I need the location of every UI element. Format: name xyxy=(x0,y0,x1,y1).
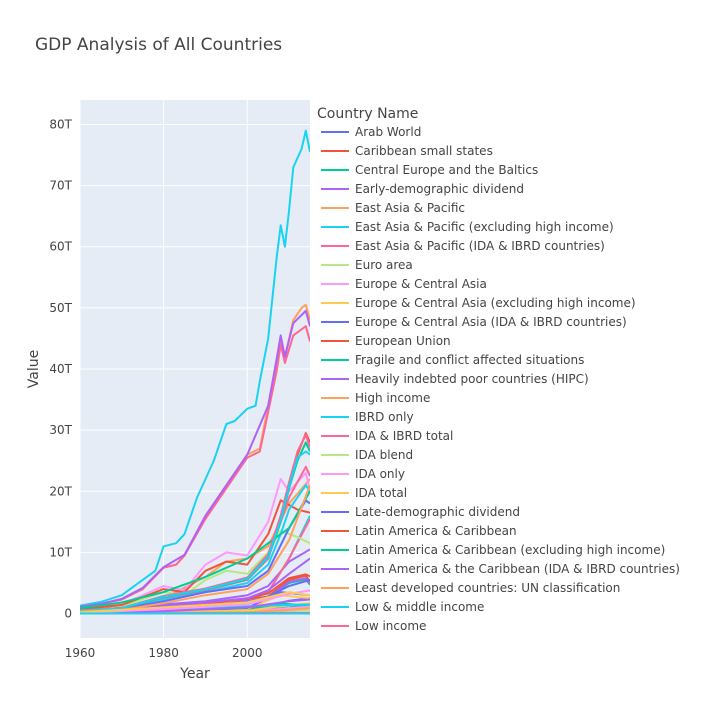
y-tick-label: 20T xyxy=(49,484,72,498)
y-tick-label: 30T xyxy=(49,423,72,437)
legend-item[interactable]: East Asia & Pacific (IDA & IBRD countrie… xyxy=(321,239,605,253)
series-line-39 xyxy=(80,598,310,615)
legend-title: Country Name xyxy=(317,106,418,122)
legend-label: East Asia & Pacific (excluding high inco… xyxy=(355,220,614,234)
legend-item[interactable]: IDA blend xyxy=(321,448,413,462)
y-tick-label: 80T xyxy=(49,117,72,131)
legend-label: Latin America & Caribbean (excluding hig… xyxy=(355,543,665,557)
legend-item[interactable]: Least developed countries: UN classifica… xyxy=(321,581,620,595)
y-axis-ticks: 0 10T 20T 30T 40T 50T 60T 70T 80T xyxy=(49,117,72,620)
legend-item[interactable]: Low & middle income xyxy=(321,600,484,614)
legend-item[interactable]: Fragile and conflict affected situations xyxy=(321,353,584,367)
series-line-8 xyxy=(80,471,310,610)
y-tick-label: 10T xyxy=(49,545,72,559)
y-tick-label: 50T xyxy=(49,301,72,315)
legend-label: Latin America & the Caribbean (IDA & IBR… xyxy=(355,562,680,576)
y-tick-label: 0 xyxy=(64,607,72,621)
legend-item[interactable]: European Union xyxy=(321,334,451,348)
legend-label: Europe & Central Asia xyxy=(355,277,487,291)
legend: Country Name Arab World Caribbean small s… xyxy=(317,106,680,633)
legend-item[interactable]: IDA only xyxy=(321,467,405,481)
x-tick-label: 2000 xyxy=(232,646,263,660)
legend-label: Low & middle income xyxy=(355,600,484,614)
legend-item[interactable]: Euro area xyxy=(321,258,413,272)
legend-item[interactable]: Latin America & Caribbean xyxy=(321,524,517,538)
x-tick-label: 1980 xyxy=(148,646,179,660)
legend-label: Late-demographic dividend xyxy=(355,505,520,519)
legend-item[interactable]: Europe & Central Asia xyxy=(321,277,487,291)
legend-item[interactable]: Early-demographic dividend xyxy=(321,182,524,196)
legend-label: Euro area xyxy=(355,258,413,272)
legend-item[interactable]: Latin America & Caribbean (excluding hig… xyxy=(321,543,665,557)
legend-label: IDA & IBRD total xyxy=(355,429,453,443)
legend-item[interactable]: Central Europe and the Baltics xyxy=(321,163,538,177)
legend-item[interactable]: Caribbean small states xyxy=(321,144,493,158)
legend-label: East Asia & Pacific xyxy=(355,201,465,215)
legend-label: East Asia & Pacific (IDA & IBRD countrie… xyxy=(355,239,605,253)
series-line-29 xyxy=(80,309,310,608)
legend-item[interactable]: Heavily indebted poor countries (HIPC) xyxy=(321,372,589,386)
legend-label: Europe & Central Asia (IDA & IBRD countr… xyxy=(355,315,627,329)
legend-item[interactable]: Europe & Central Asia (IDA & IBRD countr… xyxy=(321,315,627,329)
legend-label: Arab World xyxy=(355,125,421,139)
series-line-41 xyxy=(80,591,310,614)
legend-label: High income xyxy=(355,391,430,405)
legend-label: IDA only xyxy=(355,467,405,481)
legend-label: European Union xyxy=(355,334,451,348)
legend-label: Europe & Central Asia (excluding high in… xyxy=(355,296,636,310)
legend-label: Low income xyxy=(355,619,426,633)
legend-item[interactable]: Europe & Central Asia (excluding high in… xyxy=(321,296,636,310)
legend-item[interactable]: Low income xyxy=(321,619,426,633)
legend-item[interactable]: High income xyxy=(321,391,430,405)
series-line-30 xyxy=(80,490,310,609)
legend-label: IDA blend xyxy=(355,448,413,462)
legend-item[interactable]: Late-demographic dividend xyxy=(321,505,520,519)
y-tick-label: 70T xyxy=(49,179,72,193)
legend-item[interactable]: IBRD only xyxy=(321,410,414,424)
chart-title: GDP Analysis of All Countries xyxy=(35,35,282,55)
y-axis-title: Value xyxy=(26,350,42,388)
legend-item[interactable]: East Asia & Pacific xyxy=(321,201,465,215)
legend-label: IBRD only xyxy=(355,410,414,424)
series-line-27 xyxy=(80,129,310,607)
x-axis-title: Year xyxy=(179,666,210,682)
y-tick-label: 60T xyxy=(49,240,72,254)
legend-item[interactable]: IDA total xyxy=(321,486,407,500)
legend-item[interactable]: East Asia & Pacific (excluding high inco… xyxy=(321,220,614,234)
legend-item[interactable]: Arab World xyxy=(321,125,421,139)
x-tick-label: 1960 xyxy=(65,646,96,660)
legend-label: Heavily indebted poor countries (HIPC) xyxy=(355,372,589,386)
legend-label: Latin America & Caribbean xyxy=(355,524,517,538)
series-line-34 xyxy=(80,450,310,612)
x-axis-ticks: 1960 1980 2000 xyxy=(65,646,263,660)
legend-item[interactable]: IDA & IBRD total xyxy=(321,429,453,443)
y-tick-label: 40T xyxy=(49,362,72,376)
series-lines xyxy=(80,129,310,615)
legend-label: Caribbean small states xyxy=(355,144,493,158)
legend-item[interactable]: Latin America & the Caribbean (IDA & IBR… xyxy=(321,562,680,576)
legend-label: Early-demographic dividend xyxy=(355,182,524,196)
legend-label: IDA total xyxy=(355,486,407,500)
legend-label: Central Europe and the Baltics xyxy=(355,163,538,177)
legend-label: Fragile and conflict affected situations xyxy=(355,353,584,367)
legend-label: Least developed countries: UN classifica… xyxy=(355,581,620,595)
